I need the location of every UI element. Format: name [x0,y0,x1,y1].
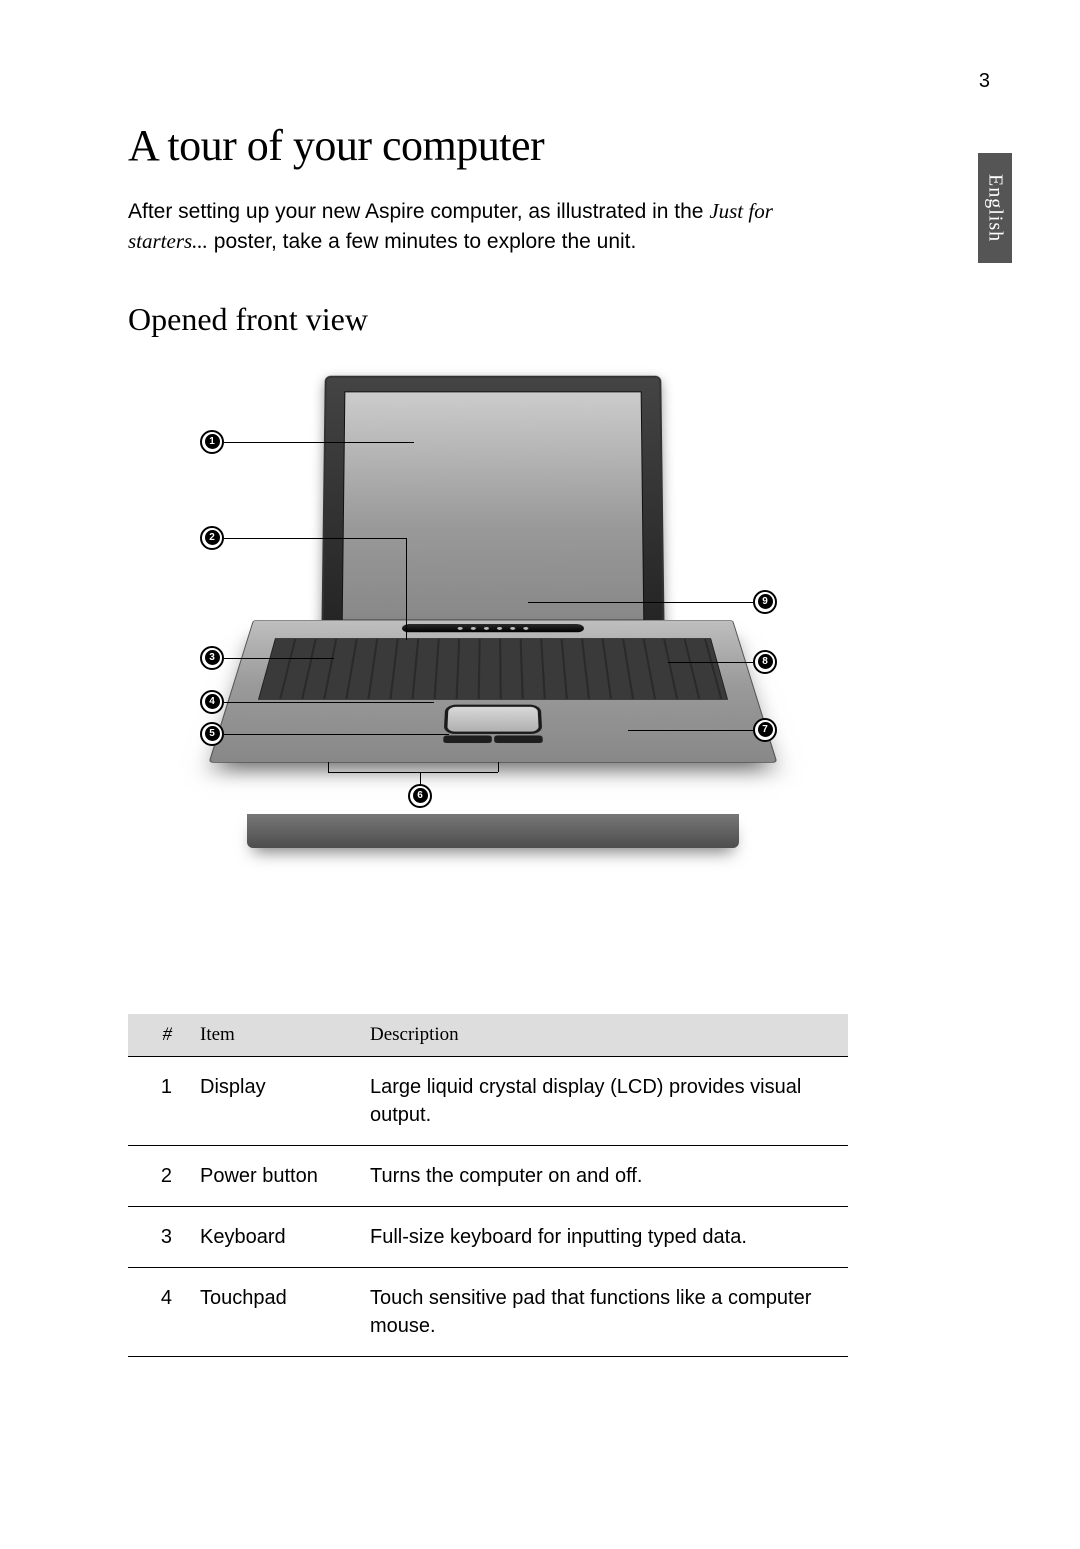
callout-9-num: 9 [758,594,773,609]
language-tab-label: English [984,174,1007,242]
lead-line [628,730,753,731]
cell-num: 1 [128,1056,186,1145]
callout-3-num: 3 [205,650,220,665]
laptop-front-edge [247,814,739,848]
lead-line [328,772,498,773]
page-number: 3 [979,70,990,93]
callout-8: 8 [753,650,777,674]
laptop-keyboard [258,638,728,700]
callout-6-num: 6 [413,788,428,803]
cell-desc: Full-size keyboard for inputting typed d… [356,1206,848,1267]
callout-7-num: 7 [758,722,773,737]
callout-6: 6 [408,784,432,808]
lead-line [528,602,753,603]
components-table: # Item Description 1 Display Large liqui… [128,1014,848,1357]
callout-3: 3 [200,646,224,670]
callout-9: 9 [753,590,777,614]
lead-line [224,538,406,539]
touchpad-area [443,705,543,746]
cell-num: 3 [128,1206,186,1267]
callout-5-num: 5 [205,726,220,741]
lead-line [328,762,329,772]
laptop-touchpad [444,705,543,734]
lead-line [668,662,753,663]
table-header-row: # Item Description [128,1014,848,1057]
page-content: A tour of your computer After setting up… [128,120,848,1357]
callout-5: 5 [200,722,224,746]
intro-paragraph: After setting up your new Aspire compute… [128,197,848,257]
table-row: 2 Power button Turns the computer on and… [128,1145,848,1206]
lead-line [498,762,499,772]
lead-line [224,734,449,735]
callout-4: 4 [200,690,224,714]
laptop-screen [342,391,645,620]
lead-line [224,702,434,703]
table-row: 1 Display Large liquid crystal display (… [128,1056,848,1145]
cell-num: 4 [128,1267,186,1356]
table-row: 3 Keyboard Full-size keyboard for inputt… [128,1206,848,1267]
cell-item: Display [186,1056,356,1145]
lead-line [224,442,414,443]
callout-2-num: 2 [205,530,220,545]
laptop-screen-bezel: acer [321,376,665,645]
page-title: A tour of your computer [128,120,848,171]
lead-line [406,538,407,640]
callout-1-num: 1 [205,434,220,449]
callout-2: 2 [200,526,224,550]
intro-text-1: After setting up your new Aspire compute… [128,200,709,223]
col-header-desc: Description [356,1014,848,1057]
callout-4-num: 4 [205,694,220,709]
laptop-diagram: 1 2 3 4 5 9 8 7 6 acer [128,374,848,894]
cell-item: Keyboard [186,1206,356,1267]
lead-line [224,658,334,659]
cell-desc: Turns the computer on and off. [356,1145,848,1206]
cell-desc: Touch sensitive pad that functions like … [356,1267,848,1356]
callout-1: 1 [200,430,224,454]
cell-num: 2 [128,1145,186,1206]
callout-7: 7 [753,718,777,742]
callout-8-num: 8 [758,654,773,669]
section-heading: Opened front view [128,301,848,338]
table-row: 4 Touchpad Touch sensitive pad that func… [128,1267,848,1356]
col-header-num: # [128,1014,186,1057]
touchpad-buttons [443,735,543,743]
laptop-illustration: acer [283,374,703,874]
cell-item: Touchpad [186,1267,356,1356]
cell-desc: Large liquid crystal display (LCD) provi… [356,1056,848,1145]
cell-item: Power button [186,1145,356,1206]
col-header-item: Item [186,1014,356,1057]
laptop-base [209,620,778,763]
status-indicator-row [402,624,585,632]
language-tab: English [978,153,1012,263]
intro-text-2: poster, take a few minutes to explore th… [208,230,636,253]
